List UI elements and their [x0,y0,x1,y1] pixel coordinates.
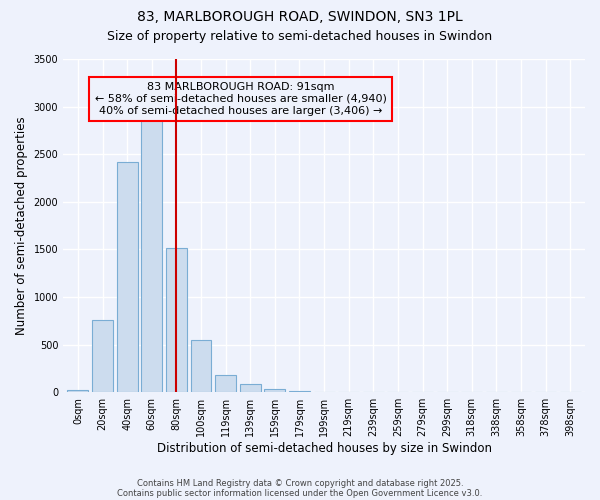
Bar [166,248,187,392]
Bar [191,340,211,392]
Bar [265,390,286,392]
Text: 83 MARLBOROUGH ROAD: 91sqm
← 58% of semi-detached houses are smaller (4,940)
40%: 83 MARLBOROUGH ROAD: 91sqm ← 58% of semi… [95,82,386,116]
Bar [117,162,137,392]
Text: Size of property relative to semi-detached houses in Swindon: Size of property relative to semi-detach… [107,30,493,43]
Text: 83, MARLBOROUGH ROAD, SWINDON, SN3 1PL: 83, MARLBOROUGH ROAD, SWINDON, SN3 1PL [137,10,463,24]
Bar [142,116,162,392]
Bar [92,320,113,392]
X-axis label: Distribution of semi-detached houses by size in Swindon: Distribution of semi-detached houses by … [157,442,491,455]
Bar [67,390,88,392]
Text: Contains public sector information licensed under the Open Government Licence v3: Contains public sector information licen… [118,488,482,498]
Y-axis label: Number of semi-detached properties: Number of semi-detached properties [15,116,28,335]
Bar [215,375,236,392]
Bar [240,384,261,392]
Text: Contains HM Land Registry data © Crown copyright and database right 2025.: Contains HM Land Registry data © Crown c… [137,478,463,488]
